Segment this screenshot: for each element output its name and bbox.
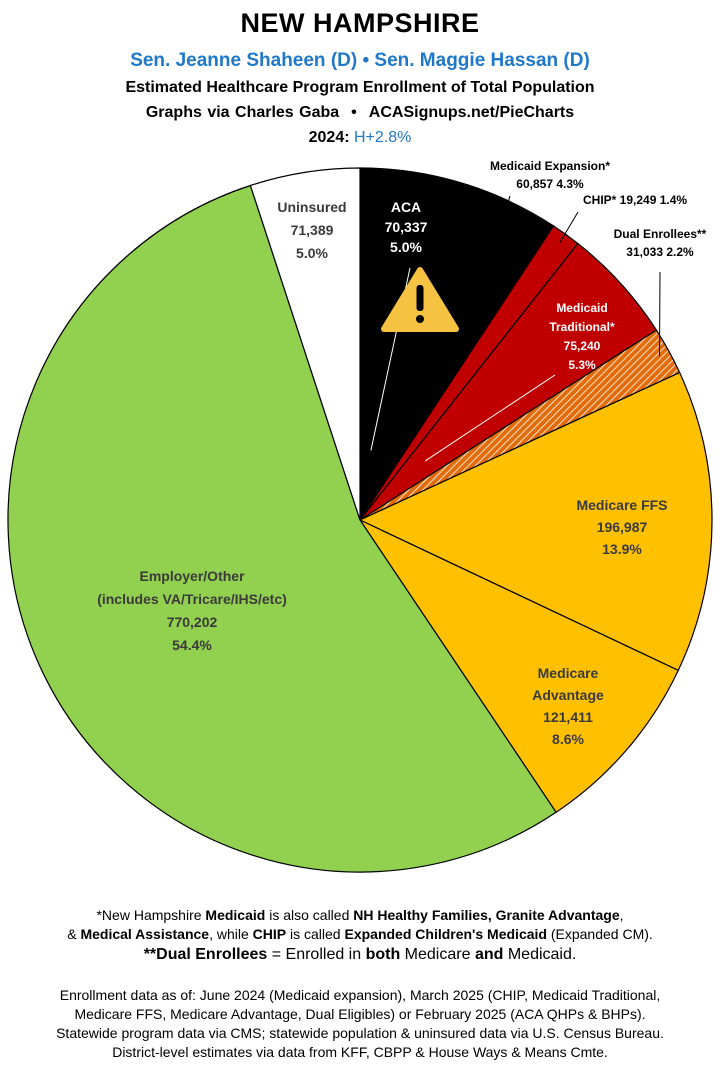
medicaid-footnote: *New Hampshire Medicaid is also called N… [0, 906, 720, 944]
fn-bold: Medical Assistance [80, 926, 210, 942]
fn-text: Medicare [400, 946, 475, 963]
leader-dual [659, 271, 661, 357]
slice-label-aca: ACA [391, 199, 421, 215]
slice-label-medicare-advantage: 121,411 [543, 709, 593, 725]
source-line: Statewide program data via CMS; statewid… [56, 1025, 664, 1041]
fn-bold: Medicaid [205, 907, 266, 923]
slice-label-dual: 31,033 2.2% [626, 245, 694, 259]
slice-label-medicaid-traditional: Traditional* [549, 320, 615, 334]
pie-chart: ACA 70,337 5.0% Medicaid Expansion* 60,857 4… [7, 159, 713, 873]
slice-label-medicaid-traditional: Medicaid [556, 301, 607, 315]
slice-label-medicare-ffs: Medicare FFS [576, 497, 667, 513]
credit-author: Graphs via Charles Gaba [145, 104, 340, 121]
dual-footnote: **Dual Enrollees = Enrolled in both Medi… [0, 945, 720, 964]
partisan-lean-line: 2024: H+2.8% [0, 129, 720, 147]
slice-label-medicare-ffs: 196,987 [597, 519, 648, 535]
fn-bold: **Dual Enrollees [143, 946, 268, 963]
fn-text: is also called [265, 907, 354, 923]
credit-separator: • [351, 104, 357, 121]
year-label: 2024: [308, 129, 350, 146]
fn-text: & [67, 926, 81, 942]
slice-label-medicaid-traditional: 75,240 [564, 339, 601, 353]
slice-label-medicaid-traditional: 5.3% [568, 358, 596, 372]
slice-label-uninsured: Uninsured [277, 199, 346, 215]
fn-text: , [619, 907, 624, 923]
slice-label-chip: CHIP* 19,249 1.4% [583, 193, 687, 207]
fn-bold: NH Healthy Families, Granite Advantage [353, 907, 620, 923]
partisan-lean-value: H+2.8% [354, 129, 412, 146]
fn-bold: and [474, 946, 504, 963]
slice-label-medicaid-expansion: 60,857 4.3% [516, 177, 584, 191]
warning-icon [381, 267, 459, 332]
slice-label-employer: Employer/Other [139, 568, 245, 584]
slice-label-uninsured: 5.0% [296, 245, 328, 261]
leader-medicaid-traditional [424, 374, 556, 462]
slice-label-medicare-ffs: 13.9% [602, 541, 642, 557]
pie-slice-uninsured [249, 167, 361, 521]
source-line: Medicare FFS, Medicare Advantage, Dual E… [74, 1006, 646, 1022]
slice-label-employer: (includes VA/Tricare/IHS/etc) [97, 591, 287, 607]
source-line: District-level estimates via data from K… [112, 1044, 608, 1060]
credit-url: ACASignups.net/PieCharts [368, 104, 575, 121]
source-notes: Enrollment data as of: June 2024 (Medica… [0, 986, 720, 1062]
slice-label-employer: 770,202 [167, 614, 218, 630]
fn-bold: both [365, 946, 401, 963]
slice-label-aca: 5.0% [390, 239, 422, 255]
slice-label-aca: 70,337 [385, 219, 428, 235]
leader-medicaid-expansion [499, 195, 511, 229]
senators-line: Sen. Jeanne Shaheen (D) • Sen. Maggie Ha… [130, 50, 590, 71]
slice-label-medicare-advantage: Medicare [538, 665, 599, 681]
pie-slice-employer-other [7, 184, 557, 873]
chart-subtitle: Estimated Healthcare Program Enrollment … [125, 79, 595, 96]
fn-text: , while [209, 926, 253, 942]
fn-text: = Enrolled in [267, 946, 366, 963]
fn-text: is called [286, 926, 345, 942]
fn-bold: CHIP [252, 926, 287, 942]
slice-label-medicaid-expansion: Medicaid Expansion* [490, 159, 610, 173]
fn-text: *New Hampshire [96, 907, 206, 923]
fn-text: Medicaid. [503, 946, 577, 963]
pie-slice-medicare-advantage [358, 518, 680, 814]
slice-label-uninsured: 71,389 [291, 222, 334, 238]
slice-label-employer: 54.4% [172, 637, 212, 653]
fn-bold: Expanded Children's Medicaid [344, 926, 547, 942]
slice-label-dual: Dual Enrollees** [614, 227, 707, 241]
slice-label-medicare-advantage: Advantage [532, 687, 604, 703]
credit-line: Graphs via Charles Gaba • ACASignups.net/P… [0, 104, 720, 122]
page-title: NEW HAMPSHIRE [240, 8, 480, 38]
slice-label-medicare-advantage: 8.6% [552, 731, 584, 747]
pie-slice-medicare-ffs [358, 371, 713, 672]
leader-chip [559, 211, 579, 244]
fn-text: (Expanded CM). [546, 926, 653, 942]
source-line: Enrollment data as of: June 2024 (Medica… [59, 987, 661, 1003]
